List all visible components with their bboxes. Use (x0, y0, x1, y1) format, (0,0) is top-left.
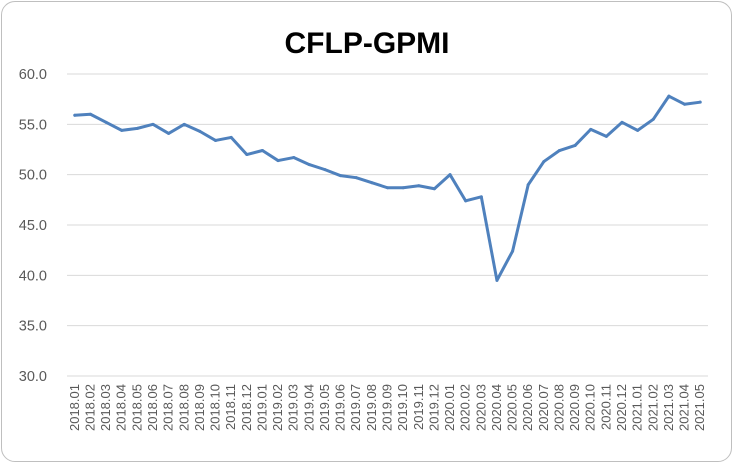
x-tick-label: 2021.03 (661, 384, 676, 431)
data-point (479, 195, 483, 199)
series-group (73, 94, 702, 282)
data-point (417, 184, 421, 188)
x-tick-label: 2019.11 (411, 384, 426, 430)
data-point (698, 100, 702, 104)
x-tick-label: 2018.02 (82, 384, 97, 431)
data-point (229, 135, 233, 139)
data-point (245, 153, 249, 157)
x-tick-label: 2019.06 (333, 384, 348, 431)
data-point (354, 176, 358, 180)
x-tick-label: 2019.01 (254, 384, 269, 431)
x-tick-label: 2018.05 (129, 384, 144, 431)
x-tick-label: 2019.10 (395, 384, 410, 431)
x-tick-label: 2021.04 (677, 384, 692, 431)
x-tick-label: 2018.11 (223, 384, 238, 430)
y-tick-label: 50.0 (19, 168, 47, 184)
x-tick-label: 2018.06 (145, 384, 160, 431)
y-axis-tick-labels: 30.0 35.0 40.0 45.0 50.0 55.0 60.0 (19, 67, 47, 385)
x-tick-label: 2020.06 (520, 384, 535, 431)
data-point (511, 249, 515, 253)
data-point (604, 134, 608, 138)
y-tick-label: 60.0 (19, 67, 47, 83)
data-point (292, 156, 296, 160)
x-tick-label: 2019.03 (286, 384, 301, 431)
data-point (260, 149, 264, 153)
y-tick-label: 45.0 (19, 218, 47, 234)
data-point (651, 117, 655, 121)
y-tick-label: 40.0 (19, 268, 47, 284)
x-tick-label: 2018.08 (176, 384, 191, 431)
data-point (448, 173, 452, 177)
y-tick-label: 55.0 (19, 117, 47, 133)
x-tick-label: 2020.11 (598, 384, 613, 430)
data-point (636, 128, 640, 132)
data-point (339, 174, 343, 178)
data-point (495, 278, 499, 282)
x-tick-label: 2020.09 (567, 384, 582, 431)
x-tick-label: 2020.12 (614, 384, 629, 431)
data-point (464, 199, 468, 203)
data-point (542, 160, 546, 164)
data-point (401, 186, 405, 190)
data-point (370, 181, 374, 185)
x-tick-label: 2020.10 (583, 384, 598, 431)
x-tick-label: 2018.04 (114, 384, 129, 431)
data-point (198, 129, 202, 133)
x-tick-label: 2020.05 (505, 384, 520, 431)
data-point (557, 149, 561, 153)
x-tick-label: 2020.01 (442, 384, 457, 431)
x-tick-label: 2018.09 (192, 384, 207, 431)
x-tick-label: 2021.05 (692, 384, 707, 431)
data-point (432, 187, 436, 191)
x-tick-label: 2020.04 (489, 384, 504, 431)
data-point (323, 168, 327, 172)
x-tick-label: 2018.01 (67, 384, 82, 431)
x-tick-label: 2019.09 (380, 384, 395, 431)
data-point (386, 186, 389, 190)
x-tick-label: 2020.03 (473, 384, 488, 431)
x-tick-label: 2019.02 (270, 384, 285, 431)
x-tick-label: 2018.03 (98, 384, 113, 431)
data-point (276, 159, 280, 163)
x-tick-label: 2019.07 (348, 384, 363, 431)
chart-title: CFLP-GPMI (285, 27, 450, 60)
x-tick-label: 2018.12 (239, 384, 254, 431)
data-point (214, 138, 218, 142)
data-point (683, 102, 687, 106)
data-point (120, 128, 124, 132)
x-tick-label: 2019.04 (301, 384, 316, 431)
data-point (307, 163, 311, 167)
data-point (667, 94, 671, 98)
x-tick-label: 2019.08 (364, 384, 379, 431)
y-tick-label: 35.0 (19, 319, 47, 335)
data-point (151, 122, 155, 126)
x-axis-tick-labels: 2018.01 2018.02 2018.03 2018.04 2018.05 2018.… (67, 384, 707, 431)
x-tick-label: 2019.05 (317, 384, 332, 431)
x-tick-label: 2021.02 (645, 384, 660, 431)
data-point (135, 126, 139, 130)
x-tick-label: 2020.08 (551, 384, 566, 431)
data-point (589, 127, 593, 131)
gridlines (67, 73, 708, 327)
x-tick-label: 2021.01 (630, 384, 645, 431)
x-tick-label: 2019.12 (426, 384, 441, 431)
x-tick-label: 2020.07 (536, 384, 551, 431)
data-point (88, 112, 92, 116)
data-point (182, 122, 186, 126)
y-tick-label: 30.0 (19, 369, 47, 385)
data-point (620, 120, 624, 124)
data-point (573, 143, 577, 147)
data-point (167, 131, 171, 135)
data-point (104, 120, 108, 124)
x-tick-label: 2018.10 (208, 384, 223, 431)
data-point (73, 113, 77, 117)
x-tick-label: 2018.07 (161, 384, 176, 431)
x-tick-label: 2020.02 (458, 384, 473, 431)
data-point (526, 183, 530, 187)
